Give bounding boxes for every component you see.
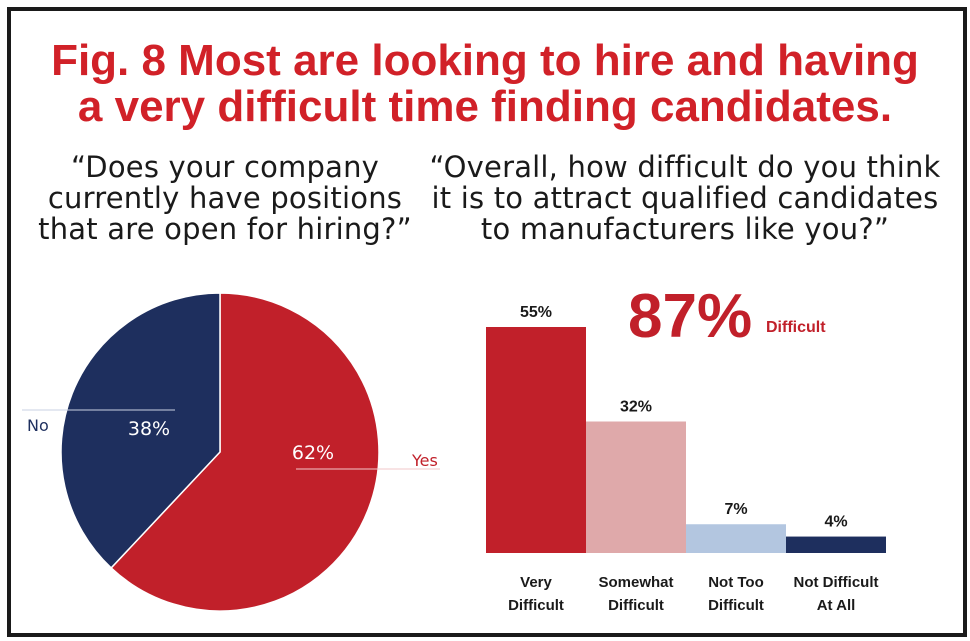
bar-1 — [486, 327, 586, 553]
pie-value-label-yes: 62% — [292, 442, 334, 464]
bar-value-label-1: 55% — [520, 304, 552, 321]
bar-category-label-2-line-1: Somewhat — [598, 574, 673, 591]
pie-slice-no — [60, 292, 221, 569]
bar-question-line-2: it is to attract qualified candidates — [431, 181, 939, 215]
bar-value-label-3: 7% — [724, 501, 747, 518]
pie-question-line-2: currently have positions — [47, 181, 403, 215]
bar-question: “Overall, how difficult do you think it … — [425, 152, 945, 245]
figure-title: Fig. 8 Most are looking to hire and havi… — [0, 38, 970, 130]
bar-2 — [586, 421, 686, 553]
bar-category-label-1-line-2: Difficult — [508, 597, 564, 614]
bar-category-label-1-line-1: Very — [520, 574, 552, 591]
bar-value-label-4: 4% — [824, 514, 847, 531]
callout-value: 87% — [628, 282, 752, 351]
title-line-1: Fig. 8 Most are looking to hire and havi… — [51, 36, 919, 85]
bar-value-label-2: 32% — [620, 399, 652, 416]
pie-question-line-3: that are open for hiring?” — [38, 212, 412, 246]
bar-4 — [786, 536, 886, 553]
pie-value-label-no: 38% — [128, 418, 170, 440]
bar-question-line-3: to manufacturers like you?” — [480, 212, 890, 246]
pie-category-label-no: No — [27, 416, 49, 435]
bar-question-line-1: “Overall, how difficult do you think — [429, 150, 941, 184]
title-line-2: a very difficult time finding candidates… — [77, 82, 893, 131]
bar-category-label-2-line-2: Difficult — [608, 597, 664, 614]
bar-category-label-4-line-1: Not Difficult — [794, 574, 879, 591]
pie-category-label-yes: Yes — [411, 451, 438, 470]
callout-label: Difficult — [766, 319, 826, 336]
bar-category-label-3-line-1: Not Too — [708, 574, 764, 591]
bar-category-label-4-line-2: At All — [817, 597, 856, 614]
bar-category-label-3-line-2: Difficult — [708, 597, 764, 614]
pie-slice-yes — [110, 292, 380, 612]
bar-3 — [686, 524, 786, 553]
pie-question: “Does your company currently have positi… — [30, 152, 420, 245]
pie-question-line-1: “Does your company — [70, 150, 380, 184]
